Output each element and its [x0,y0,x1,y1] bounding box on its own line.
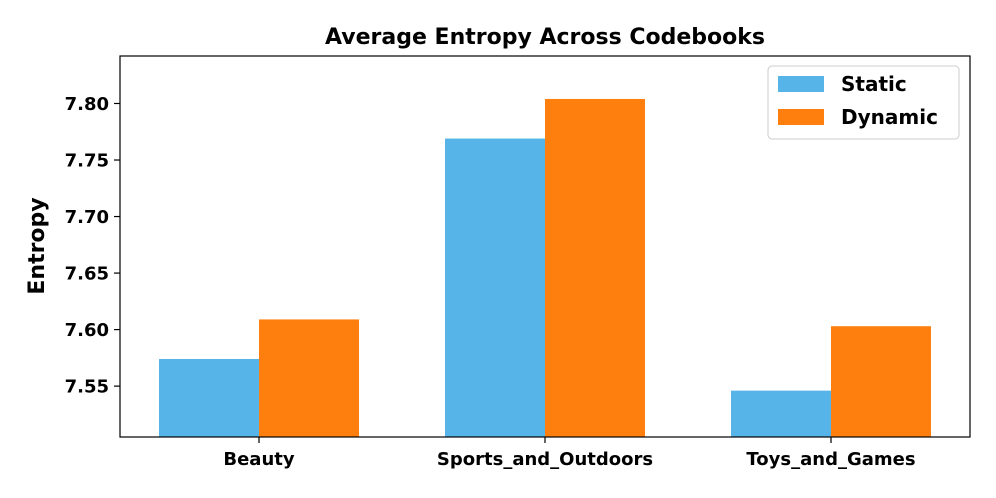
bar-dynamic-beauty [259,319,359,437]
y-tick-label: 7.60 [65,320,109,341]
y-ticks-group: 7.55 7.60 7.65 7.70 7.75 7.80 [65,94,120,398]
y-tick-label: 7.55 [65,377,109,398]
y-axis-label: Entropy [25,197,50,294]
y-tick-label: 7.80 [65,94,109,115]
chart-title: Average Entropy Across Codebooks [325,25,765,50]
legend-label-static: Static [841,72,907,96]
bar-static-toys_and_games [731,390,831,437]
plot-frame [119,55,971,438]
y-tick-label: 7.75 [65,151,109,172]
x-tick-label: Toys_and_Games [746,449,915,470]
bar-static-sports_and_outdoors [445,138,545,437]
legend-swatch-static [778,76,824,92]
y-tick-label: 7.65 [65,264,109,285]
legend-swatch-dynamic [778,109,824,125]
x-tick-label: Beauty [223,449,294,470]
legend: Static Dynamic [767,65,960,140]
bar-static-beauty [159,358,259,437]
y-tick-label: 7.70 [65,207,109,228]
x-tick-label: Sports_and_Outdoors [437,449,653,470]
bars-group [159,98,931,437]
x-ticks-group: Beauty Sports_and_Outdoors Toys_and_Games [223,437,916,470]
legend-label-dynamic: Dynamic [841,105,938,129]
bar-dynamic-sports_and_outdoors [545,98,645,437]
bar-dynamic-toys_and_games [831,326,931,437]
